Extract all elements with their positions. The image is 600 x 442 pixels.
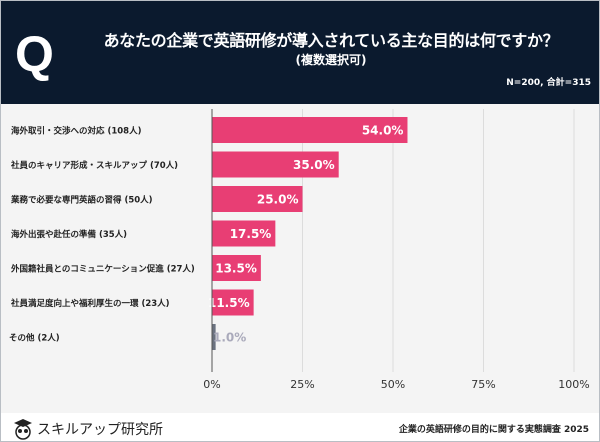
question-title: あなたの企業で英語研修が導入されている主な目的は何ですか？	[103, 31, 559, 50]
data-label: 54.0%	[362, 124, 404, 138]
category-label: 社員満足度向上や福利厚生の一環 (23人)	[10, 298, 170, 309]
x-tick-label: 50%	[381, 378, 405, 391]
data-label: 17.5%	[230, 227, 272, 241]
q-mark: Q	[15, 26, 54, 82]
x-tick-label: 100%	[558, 378, 589, 391]
category-label: 業務で必要な専門英語の習得 (50人)	[10, 195, 153, 206]
category-label: 海外出張や赴任の準備 (35人)	[11, 229, 127, 240]
data-label: 35.0%	[293, 158, 335, 172]
data-label: 13.5%	[215, 262, 257, 276]
category-label: 社員のキャリア形成・スキルアップ (70人)	[10, 160, 178, 171]
bar	[212, 324, 216, 350]
owl-mascot-icon	[14, 419, 32, 440]
question-header: Q あなたの企業で英語研修が導入されている主な目的は何ですか？ (複数選択可) …	[1, 1, 599, 104]
bar	[212, 117, 408, 143]
brand-name: スキルアップ研究所	[37, 422, 163, 438]
bar	[212, 186, 303, 212]
data-label: 25.0%	[257, 193, 299, 207]
survey-source: 企業の英語研修の目的に関する実態調査 2025	[398, 425, 589, 435]
x-tick-label: 25%	[290, 378, 314, 391]
brand-logo: スキルアップ研究所	[13, 418, 163, 440]
category-label: 外国籍社員とのコミュニケーション促進 (27人)	[10, 264, 195, 275]
footer: スキルアップ研究所 企業の英語研修の目的に関する実態調査 2025	[1, 413, 599, 441]
category-label: 海外取引・交渉への対応 (108人)	[11, 126, 142, 137]
question-subtitle: (複数選択可)	[295, 53, 367, 67]
bar	[212, 220, 276, 247]
data-label: 1.0%	[213, 331, 246, 345]
category-label: その他 (2人)	[9, 333, 60, 344]
bar	[212, 151, 339, 178]
bar	[212, 289, 254, 316]
plot-area: 0% 25% 50% 75% 100% 海外取引・交渉への対応 (108人) 54.0% 社員…	[1, 104, 599, 413]
data-label: 11.5%	[208, 296, 250, 310]
x-tick-label: 75%	[471, 378, 495, 391]
bar-chart: 0% 25% 50% 75% 100% 海外取引・交渉への対応 (108人) 54.0% 社員…	[9, 109, 590, 391]
sample-size: N=200, 合計=315	[506, 78, 591, 88]
x-tick-label: 0%	[203, 378, 220, 391]
bar	[212, 255, 261, 281]
